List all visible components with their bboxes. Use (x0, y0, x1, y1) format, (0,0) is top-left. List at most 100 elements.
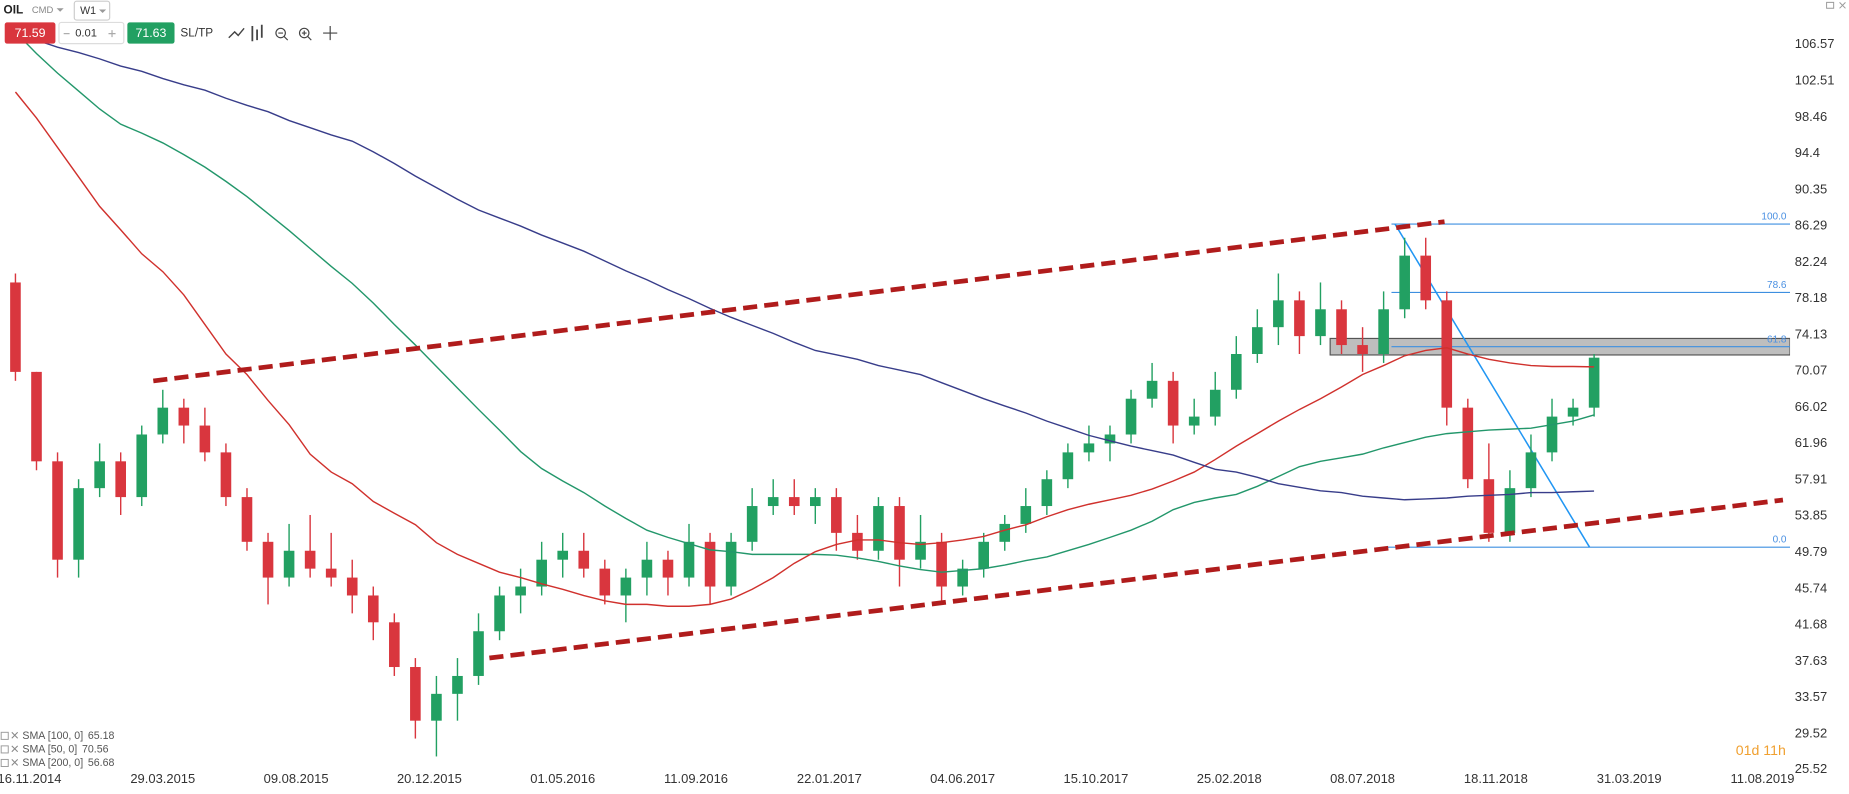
plus-button[interactable] (108, 30, 116, 38)
y-tick-label: 90.35 (1795, 181, 1827, 196)
zoom-out-icon[interactable] (275, 27, 286, 39)
candle-body (73, 488, 84, 560)
candle-body (936, 541, 947, 587)
dropdown-arrow[interactable] (56, 8, 64, 12)
legend-name: SMA [200, 0] (22, 757, 83, 769)
candle-body (662, 559, 674, 578)
buy-price[interactable]: 71.63 (135, 26, 166, 40)
candle-body (1188, 416, 1200, 426)
candle-body (1146, 380, 1158, 399)
candle-body (1336, 309, 1347, 346)
legend-remove-icon (11, 731, 19, 739)
candle-body (452, 675, 463, 694)
candle-body (325, 568, 337, 578)
legend-name: SMA [100, 0] (22, 730, 83, 742)
fib-label: 100.0 (1761, 212, 1786, 223)
x-tick-label: 18.11.2018 (1464, 771, 1528, 786)
y-tick-label: 102.51 (1795, 73, 1835, 88)
chart-type-icon[interactable] (251, 24, 263, 42)
y-tick-label: 61.96 (1795, 435, 1827, 450)
y-tick-label: 74.13 (1795, 326, 1827, 341)
y-tick-label: 29.52 (1795, 725, 1827, 740)
sell-button[interactable] (4, 22, 56, 44)
fib-label: 0.0 (1773, 535, 1787, 546)
legend-entry: SMA [100, 0] 65.18 (22, 730, 114, 742)
candle-body (1462, 407, 1474, 480)
legend-name: SMA [50, 0] (22, 743, 77, 755)
y-tick-label: 66.02 (1795, 399, 1827, 414)
candle-body (978, 541, 990, 569)
x-tick-label: 20.12.2015 (397, 771, 462, 786)
fib-label: 61.8 (1767, 334, 1787, 345)
candle-body (10, 282, 21, 372)
candle-body (220, 452, 232, 498)
candle-body (725, 541, 737, 587)
candle-body (494, 595, 505, 632)
candle-body (767, 497, 779, 507)
x-tick-label: 31.03.2019 (1597, 771, 1662, 786)
sell-price[interactable]: 71.59 (15, 26, 46, 40)
candle-body (1420, 255, 1432, 301)
candle-body (1230, 354, 1242, 390)
candle-body (1083, 443, 1095, 453)
y-tick-label: 53.85 (1795, 508, 1827, 523)
zoom-in-icon[interactable] (301, 30, 312, 41)
candle-body (199, 425, 211, 453)
x-tick-label: 22.01.2017 (797, 771, 862, 786)
candle-body (704, 541, 716, 587)
lower-trend-line (489, 497, 1784, 661)
candle-body (1294, 300, 1305, 337)
market[interactable]: CMD (32, 4, 54, 15)
zoom-out-icon[interactable] (278, 32, 289, 41)
zoom-in-icon[interactable] (298, 27, 310, 39)
candle-body (94, 461, 105, 489)
window-controls[interactable] (1826, 1, 1846, 9)
candle-body (346, 577, 358, 596)
legend-entry: SMA [200, 0] 56.68 (22, 757, 114, 769)
x-tick-label: 01.05.2016 (530, 771, 595, 786)
candle-body (1062, 452, 1074, 480)
candle-body (136, 434, 148, 498)
candle-body (1020, 506, 1032, 524)
candle-body (1546, 416, 1558, 453)
x-tick-label: 11.09.2016 (664, 771, 728, 786)
volume-box[interactable] (58, 21, 125, 45)
timeframe[interactable]: W1 (80, 5, 96, 17)
candle-body (1125, 398, 1137, 435)
y-tick-label: 45.74 (1795, 580, 1827, 595)
legend: SMA [100, 0] 65.18 SMA [50, 0] 70.56 SMA [20… (0, 730, 115, 769)
candle-body (52, 461, 63, 560)
upper-trend-line (153, 219, 1445, 384)
candle-body (389, 622, 400, 668)
volume[interactable]: 0.01 (75, 28, 97, 40)
legend-entry: SMA [50, 0] 70.56 (22, 743, 108, 755)
candle-body (1504, 488, 1516, 533)
candle-body (578, 550, 590, 569)
sl-tp-button[interactable]: SL/TP (180, 27, 213, 40)
candle-body (894, 506, 905, 560)
candle-body (367, 595, 379, 623)
candle-body (157, 407, 169, 435)
crosshair-icon[interactable] (323, 25, 338, 41)
timeframe-box[interactable] (73, 0, 111, 21)
legend-icon (0, 758, 9, 767)
candle-body (178, 407, 190, 426)
candle-body (410, 667, 421, 721)
symbol[interactable]: OIL (4, 4, 24, 17)
sma-line (14, 31, 1595, 573)
candle-body (1483, 479, 1495, 533)
candle-body (1252, 327, 1263, 355)
candle-body (620, 577, 632, 596)
candle-body (957, 568, 968, 587)
x-tick-label: 25.02.2018 (1197, 771, 1262, 786)
dropdown-arrow[interactable] (99, 9, 107, 13)
y-tick-label: 70.07 (1795, 363, 1827, 378)
candle-body (999, 523, 1011, 542)
candle-body (1315, 309, 1326, 337)
candle-body (1588, 357, 1600, 408)
buy-button[interactable] (127, 22, 175, 44)
x-tick-label: 29.03.2015 (130, 771, 195, 786)
line-tool-icon[interactable] (228, 27, 245, 39)
x-tick-label: 16.11.2014 (0, 771, 61, 786)
